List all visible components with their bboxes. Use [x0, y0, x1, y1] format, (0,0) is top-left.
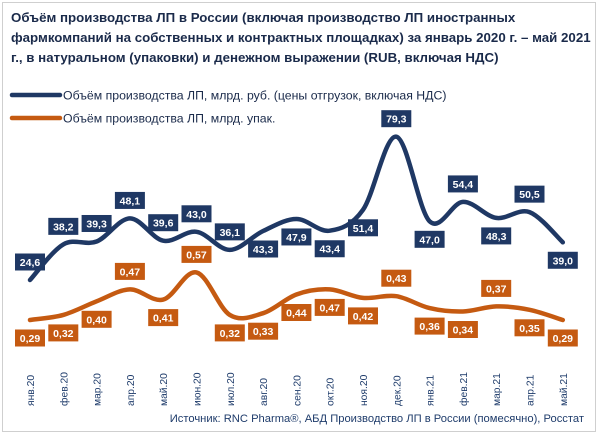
x-tick-label: апр.20	[126, 374, 137, 406]
data-label-pack: 0,40	[81, 310, 112, 328]
x-tick-label: апр.21	[526, 374, 537, 406]
data-label-rub: 39,3	[81, 214, 112, 232]
data-labels: 24,6 38,2 39,3 48,1 39,6 43,0 36,1 43,3 47,9 43,4…	[15, 110, 578, 347]
data-label-pack: 0,44	[281, 304, 312, 321]
x-tick-label: янв.21	[426, 375, 437, 406]
svg-text:0,40: 0,40	[86, 314, 107, 326]
data-label-pack: 0,42	[348, 307, 378, 325]
x-axis-ticks: янв.20 фев.20 мар.20 апр.20 май.20 июн.20 июл.…	[26, 372, 570, 406]
svg-text:0,47: 0,47	[319, 302, 340, 314]
data-label-pack: 0,34	[447, 321, 478, 338]
data-label-rub: 50,5	[514, 185, 545, 203]
svg-text:50,5: 50,5	[519, 189, 540, 201]
x-tick-label: авг.20	[259, 378, 270, 406]
x-tick-label: мар.20	[93, 373, 104, 406]
svg-text:0,32: 0,32	[53, 328, 74, 340]
svg-text:39,3: 39,3	[86, 218, 107, 230]
data-label-rub: 36,1	[214, 223, 245, 241]
svg-text:0,37: 0,37	[486, 283, 507, 295]
chart-legend: Объём производства ЛП, млрд. руб. (цены …	[9, 89, 446, 126]
data-label-pack: 0,36	[414, 317, 445, 335]
legend-rub-label: Объём производства ЛП, млрд. руб. (цены …	[63, 89, 446, 103]
svg-text:36,1: 36,1	[220, 227, 241, 239]
data-label-pack: 0,37	[481, 279, 512, 297]
data-label-rub: 43,4	[314, 240, 345, 258]
svg-text:0,29: 0,29	[553, 333, 574, 345]
x-tick-label: янв.20	[26, 375, 37, 406]
svg-text:0,41: 0,41	[153, 313, 174, 325]
data-label-pack: 0,29	[15, 329, 45, 347]
svg-text:79,3: 79,3	[386, 114, 407, 126]
svg-text:0,32: 0,32	[220, 328, 241, 340]
source-note: Источник: RNC Pharma®, АБД Производство …	[169, 413, 584, 425]
data-label-pack: 0,41	[148, 309, 179, 327]
x-tick-label: окт.20	[326, 377, 337, 406]
data-label-rub: 48,3	[481, 227, 512, 245]
x-tick-label: май.21	[559, 373, 570, 406]
x-tick-label: фев.21	[458, 372, 470, 406]
x-tick-label: сен.20	[292, 375, 303, 406]
legend-pack-label: Объём производства ЛП, млрд. упак.	[63, 112, 275, 126]
svg-text:39,6: 39,6	[153, 218, 174, 230]
svg-text:38,2: 38,2	[53, 221, 74, 233]
x-tick-label: ноя.20	[359, 374, 370, 406]
svg-text:0,43: 0,43	[386, 273, 407, 285]
data-label-rub: 38,2	[48, 217, 79, 235]
data-label-pack: 0,47	[114, 262, 145, 280]
x-tick-label: июл.20	[226, 372, 237, 406]
svg-text:0,36: 0,36	[419, 321, 440, 333]
data-label-pack: 0,29	[547, 329, 578, 347]
data-label-pack: 0,33	[248, 322, 279, 340]
svg-text:48,3: 48,3	[486, 231, 507, 243]
svg-text:0,42: 0,42	[353, 311, 374, 323]
data-label-rub: 48,1	[114, 191, 145, 209]
svg-text:0,44: 0,44	[286, 308, 307, 320]
svg-text:0,35: 0,35	[519, 323, 540, 335]
svg-text:48,1: 48,1	[120, 195, 141, 207]
series-line-rub	[27, 134, 566, 283]
svg-text:43,4: 43,4	[319, 244, 340, 256]
svg-text:0,34: 0,34	[453, 325, 474, 337]
data-label-pack: 0,57	[181, 245, 212, 263]
chart-title: Объём производства ЛП в России (включая …	[11, 10, 591, 65]
x-tick-label: июн.20	[193, 372, 204, 406]
svg-text:51,4: 51,4	[353, 223, 374, 235]
data-label-pack: 0,47	[314, 298, 345, 316]
series-lines	[27, 134, 566, 323]
data-label-rub: 54,4	[447, 175, 478, 193]
data-label-rub: 43,3	[248, 240, 279, 258]
svg-text:0,33: 0,33	[253, 326, 274, 338]
svg-text:0,57: 0,57	[186, 249, 207, 261]
data-label-rub: 39,0	[547, 251, 578, 269]
svg-text:43,3: 43,3	[253, 244, 274, 256]
data-label-rub: 47,9	[281, 228, 312, 246]
data-label-rub: 24,6	[15, 253, 45, 271]
x-tick-label: мар.21	[492, 373, 503, 406]
svg-text:0,47: 0,47	[120, 266, 141, 278]
svg-text:0,29: 0,29	[20, 333, 41, 345]
svg-text:47,0: 47,0	[419, 234, 440, 246]
data-label-rub: 51,4	[348, 219, 378, 237]
x-tick-label: фев.20	[58, 372, 70, 406]
data-label-pack: 0,32	[214, 324, 245, 342]
data-label-pack: 0,35	[514, 319, 545, 337]
x-tick-label: дек.20	[392, 375, 403, 406]
svg-text:43,0: 43,0	[186, 209, 207, 221]
svg-text:47,9: 47,9	[286, 232, 307, 244]
data-label-pack: 0,32	[48, 324, 79, 342]
data-label-rub: 47,0	[414, 230, 445, 248]
data-label-rub: 43,0	[181, 205, 212, 223]
x-tick-label: май.20	[159, 373, 170, 406]
data-label-pack: 0,43	[381, 269, 412, 287]
data-label-rub: 79,3	[381, 110, 412, 128]
svg-text:54,4: 54,4	[453, 179, 474, 191]
series-line-packages	[27, 270, 566, 323]
svg-text:39,0: 39,0	[553, 255, 574, 267]
svg-text:24,6: 24,6	[20, 257, 41, 269]
data-label-rub: 39,6	[148, 214, 179, 232]
